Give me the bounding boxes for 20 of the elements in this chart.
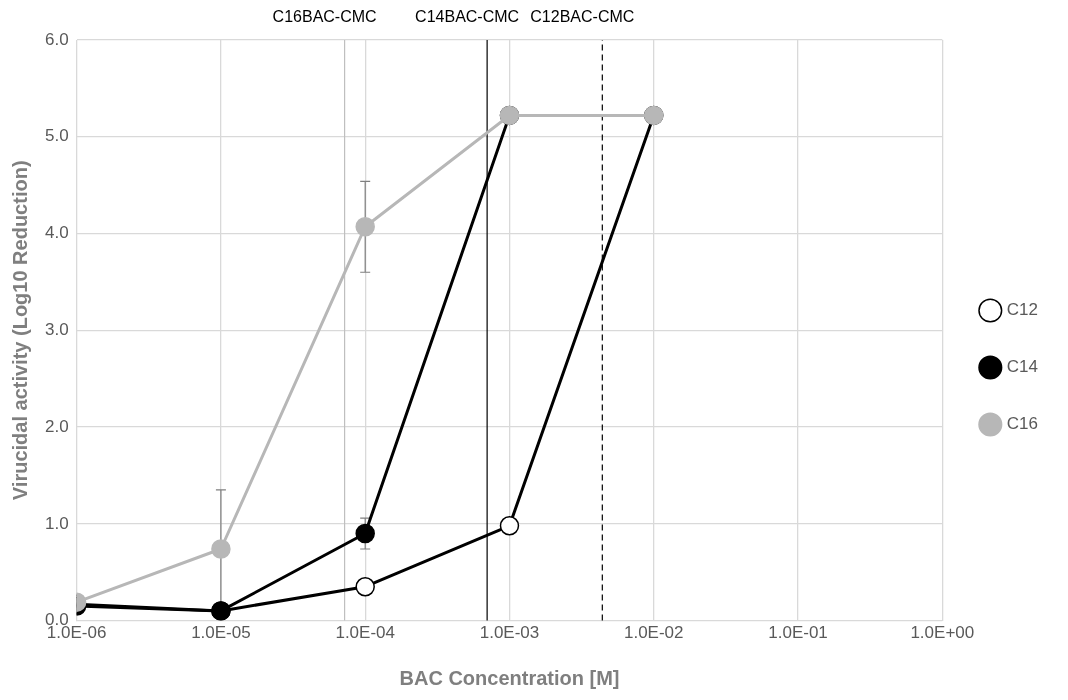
x-axis-title: BAC Concentration [M] (399, 666, 620, 689)
ref-line-label: C14BAC-CMC (415, 8, 520, 26)
legend-label: C16 (1006, 414, 1038, 434)
y-tick-label: 2.0 (44, 416, 69, 436)
ref-line-label: C12BAC-CMC (530, 8, 635, 26)
x-tick-label: 1.0E-02 (623, 623, 684, 643)
x-tick-label: 1.0E-05 (191, 623, 251, 643)
legend-label: C14 (1006, 357, 1038, 377)
ref-line-label: C16BAC-CMC (272, 8, 377, 26)
x-tick-label: 1.0E-03 (479, 623, 540, 643)
y-tick-label: 5.0 (44, 126, 69, 146)
x-tick-label: 1.0E-04 (335, 623, 395, 643)
y-tick-label: 1.0 (44, 513, 69, 533)
y-tick-label: 4.0 (44, 223, 69, 243)
y-tick-label: 3.0 (44, 319, 69, 339)
y-axis-title: Virucidal activity (Log10 Reduction) (8, 160, 31, 501)
x-tick-label: 1.0E+00 (910, 623, 975, 643)
legend-label: C12 (1006, 300, 1038, 320)
y-tick-label: 6.0 (44, 29, 69, 49)
x-tick-label: 1.0E-01 (768, 623, 828, 643)
